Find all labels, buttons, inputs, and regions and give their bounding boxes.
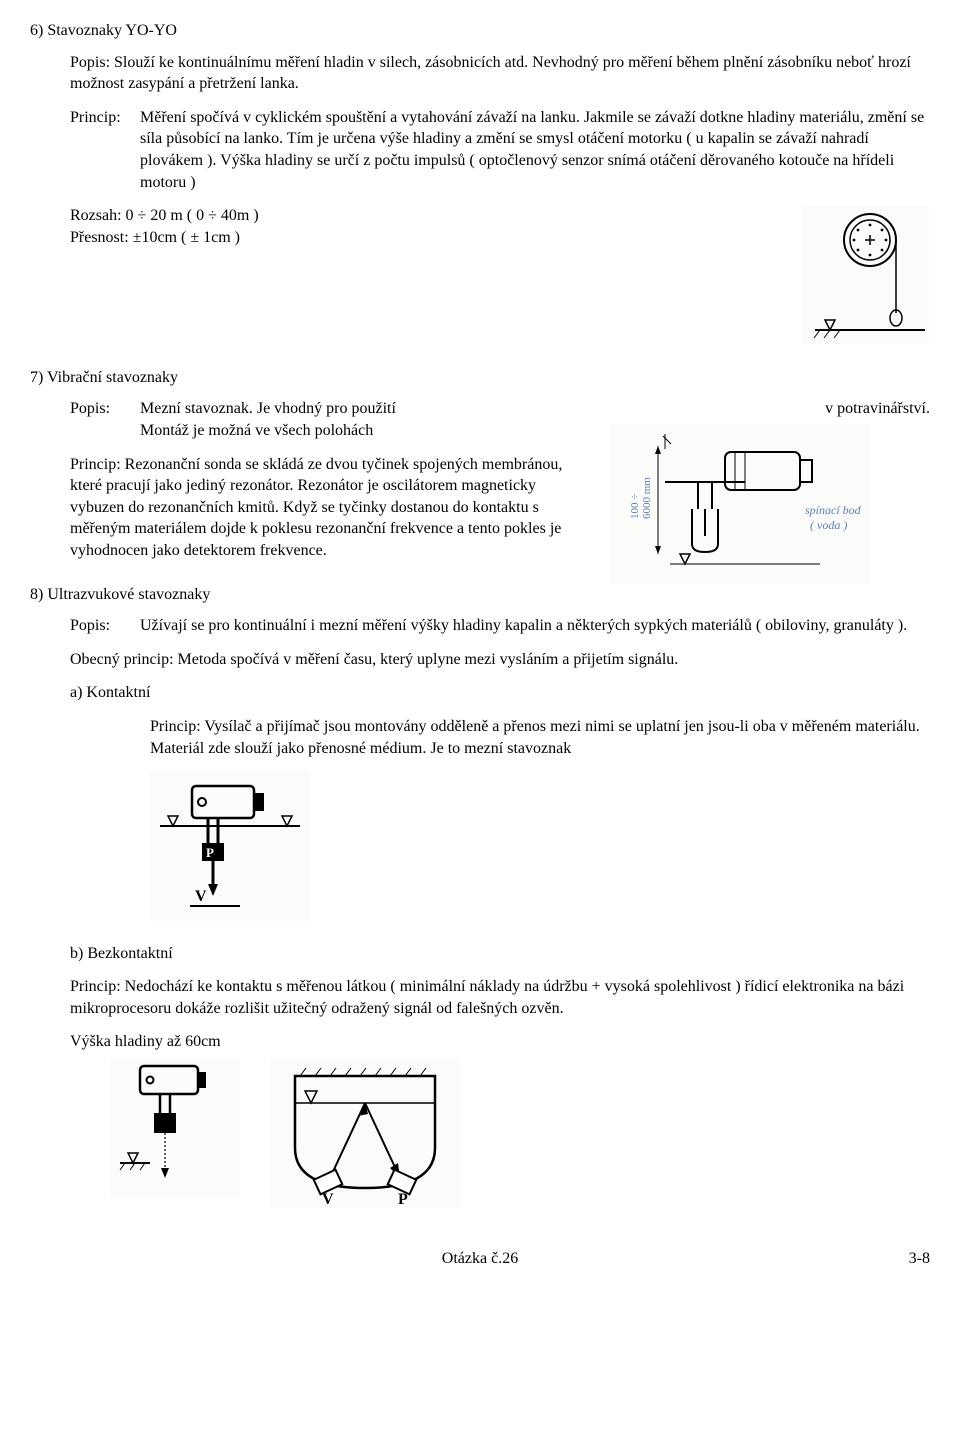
svg-text:P: P bbox=[206, 845, 214, 860]
princip-label: Princip: bbox=[70, 107, 140, 193]
s8-popis: Popis: Užívají se pro kontinuální i mezn… bbox=[70, 615, 930, 637]
s6-presnost: Přesnost: ±10cm ( ± 1cm ) bbox=[70, 227, 780, 249]
s6-rozsah: Rozsah: 0 ÷ 20 m ( 0 ÷ 40m ) bbox=[70, 205, 780, 227]
popis-label: Popis: bbox=[70, 398, 140, 441]
s7-popis-l1: Mezní stavoznak. Je vhodný pro použití bbox=[140, 398, 396, 420]
footer-center: Otázka č.26 bbox=[442, 1248, 518, 1270]
svg-text:( voda ): ( voda ) bbox=[810, 518, 847, 532]
s7-title: 7) Vibrační stavoznaky bbox=[30, 367, 930, 389]
s6-figure bbox=[800, 205, 930, 345]
svg-text:6000 mm: 6000 mm bbox=[641, 476, 653, 518]
s8-popis-text: Užívají se pro kontinuální i mezní měřen… bbox=[140, 615, 907, 637]
svg-text:V: V bbox=[195, 888, 207, 905]
s8-a-figure: P V bbox=[150, 771, 930, 921]
s8-vyska: Výška hladiny až 60cm bbox=[70, 1031, 930, 1053]
s8-b-label: b) Bezkontaktní bbox=[70, 943, 930, 965]
s8-a-label: a) Kontaktní bbox=[70, 682, 930, 704]
svg-text:100 ÷: 100 ÷ bbox=[629, 493, 641, 518]
s6-popis-text: Slouží ke kontinuálnímu měření hladin v … bbox=[70, 54, 911, 93]
s8-a-princip: Princip: Vysílač a přijímač jsou montová… bbox=[150, 716, 930, 759]
s6-princip: Princip: Měření spočívá v cyklickém spou… bbox=[70, 107, 930, 193]
popis-label: Popis: bbox=[70, 615, 140, 637]
s8-b-princip: Princip: Nedochází ke kontaktu s měřenou… bbox=[70, 976, 930, 1019]
s6-title: 6) Stavoznaky YO-YO bbox=[30, 20, 930, 42]
s6-princip-text: Měření spočívá v cyklickém spouštění a v… bbox=[140, 107, 930, 193]
section-6: 6) Stavoznaky YO-YO Popis: Slouží ke kon… bbox=[30, 20, 930, 345]
s8-title: 8) Ultrazvukové stavoznaky bbox=[30, 584, 930, 606]
s6-popis: Popis: Slouží ke kontinuálnímu měření hl… bbox=[70, 52, 930, 95]
popis-label: Popis: bbox=[70, 54, 110, 71]
s8-b-figures: V P bbox=[110, 1058, 930, 1208]
s7-princip: Princip: Rezonanční sonda se skládá ze d… bbox=[70, 454, 590, 562]
section-8: 8) Ultrazvukové stavoznaky Popis: Užívaj… bbox=[30, 584, 930, 1209]
s8-obecny: Obecný princip: Metoda spočívá v měření … bbox=[70, 649, 930, 671]
s7-popis-r1: v potravinářství. bbox=[825, 398, 930, 420]
svg-text:spínací bod: spínací bod bbox=[805, 503, 862, 517]
svg-text:V: V bbox=[322, 1191, 334, 1208]
footer: Otázka č.26 3-8 bbox=[30, 1248, 930, 1270]
section-7: 7) Vibrační stavoznaky Popis: Mezní stav… bbox=[30, 367, 930, 584]
s7-figure: 100 ÷ 6000 mm spínací bod ( voda ) bbox=[610, 424, 870, 584]
svg-text:P: P bbox=[398, 1191, 408, 1208]
